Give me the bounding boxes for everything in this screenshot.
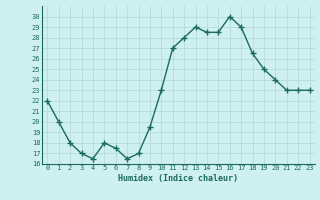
X-axis label: Humidex (Indice chaleur): Humidex (Indice chaleur) [118,174,238,183]
